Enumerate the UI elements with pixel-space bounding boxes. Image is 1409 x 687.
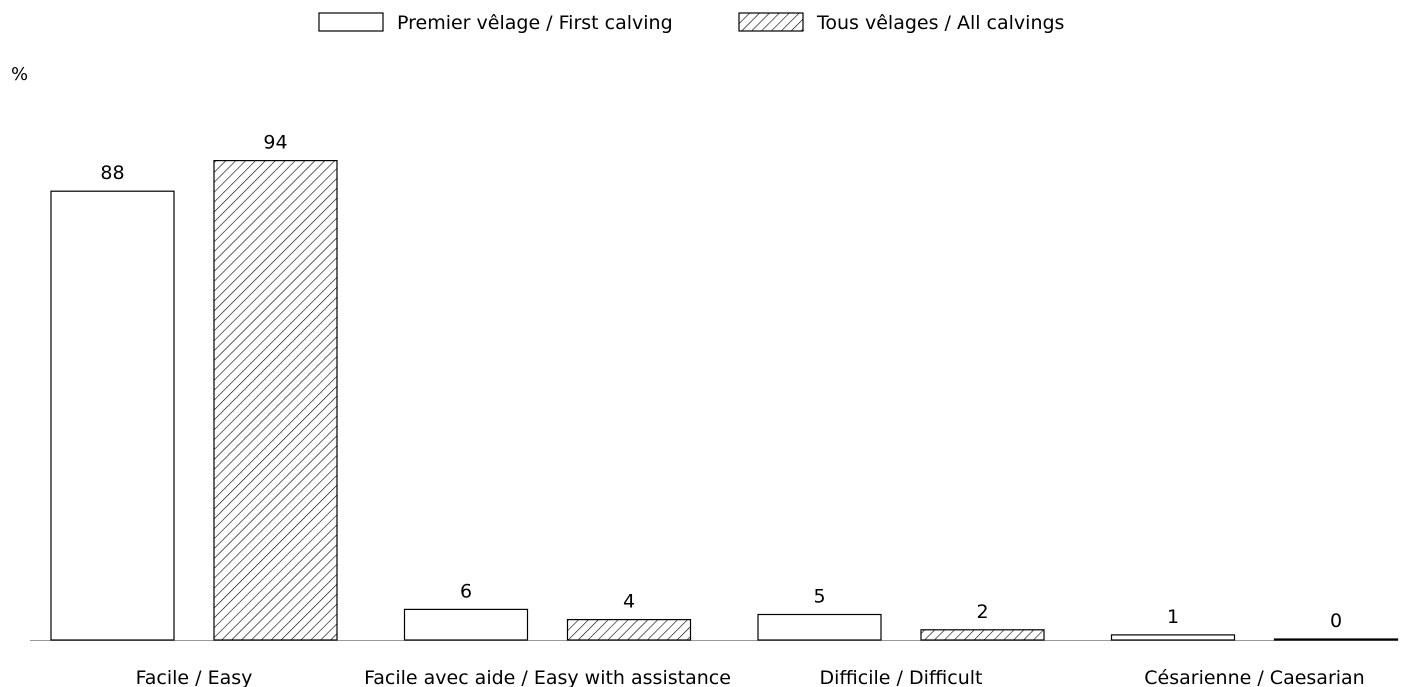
- bar-series1-cat1: [568, 620, 691, 640]
- bar-series0-cat1: [405, 609, 528, 640]
- bar-series1-cat0: [214, 161, 337, 640]
- category-label-3: Césarienne / Caesarian: [1144, 667, 1364, 687]
- legend: Premier vêlage / First calving Tous vêla…: [319, 12, 1064, 34]
- bar-series0-cat2: [758, 615, 881, 641]
- value-label-series1-cat2: 2: [976, 601, 988, 623]
- value-label-series0-cat1: 6: [460, 580, 472, 602]
- value-label-series0-cat2: 5: [813, 586, 825, 608]
- bar-series1-cat2: [921, 630, 1044, 640]
- category-labels-group: Facile / Easy Facile avec aide / Easy wit…: [136, 667, 1365, 687]
- category-label-2: Difficile / Difficult: [820, 667, 983, 687]
- legend-label-first-calving: Premier vêlage / First calving: [397, 12, 673, 34]
- legend-swatch-all-calvings: [739, 13, 803, 31]
- value-label-series0-cat3: 1: [1167, 606, 1179, 628]
- category-label-1: Facile avec aide / Easy with assistance: [364, 667, 731, 687]
- bar-series0-cat0: [51, 191, 174, 640]
- value-label-series1-cat1: 4: [623, 591, 635, 613]
- bars-group: [51, 161, 1398, 640]
- value-label-series1-cat0: 94: [263, 132, 287, 154]
- value-label-series0-cat0: 88: [100, 162, 124, 184]
- value-label-series1-cat3: 0: [1330, 610, 1342, 632]
- bar-series1-cat3: [1275, 639, 1398, 640]
- bar-series0-cat3: [1112, 635, 1235, 640]
- category-label-0: Facile / Easy: [136, 667, 253, 687]
- legend-label-all-calvings: Tous vêlages / All calvings: [816, 12, 1064, 34]
- legend-swatch-first-calving: [319, 13, 383, 31]
- y-axis-label: %: [11, 64, 28, 85]
